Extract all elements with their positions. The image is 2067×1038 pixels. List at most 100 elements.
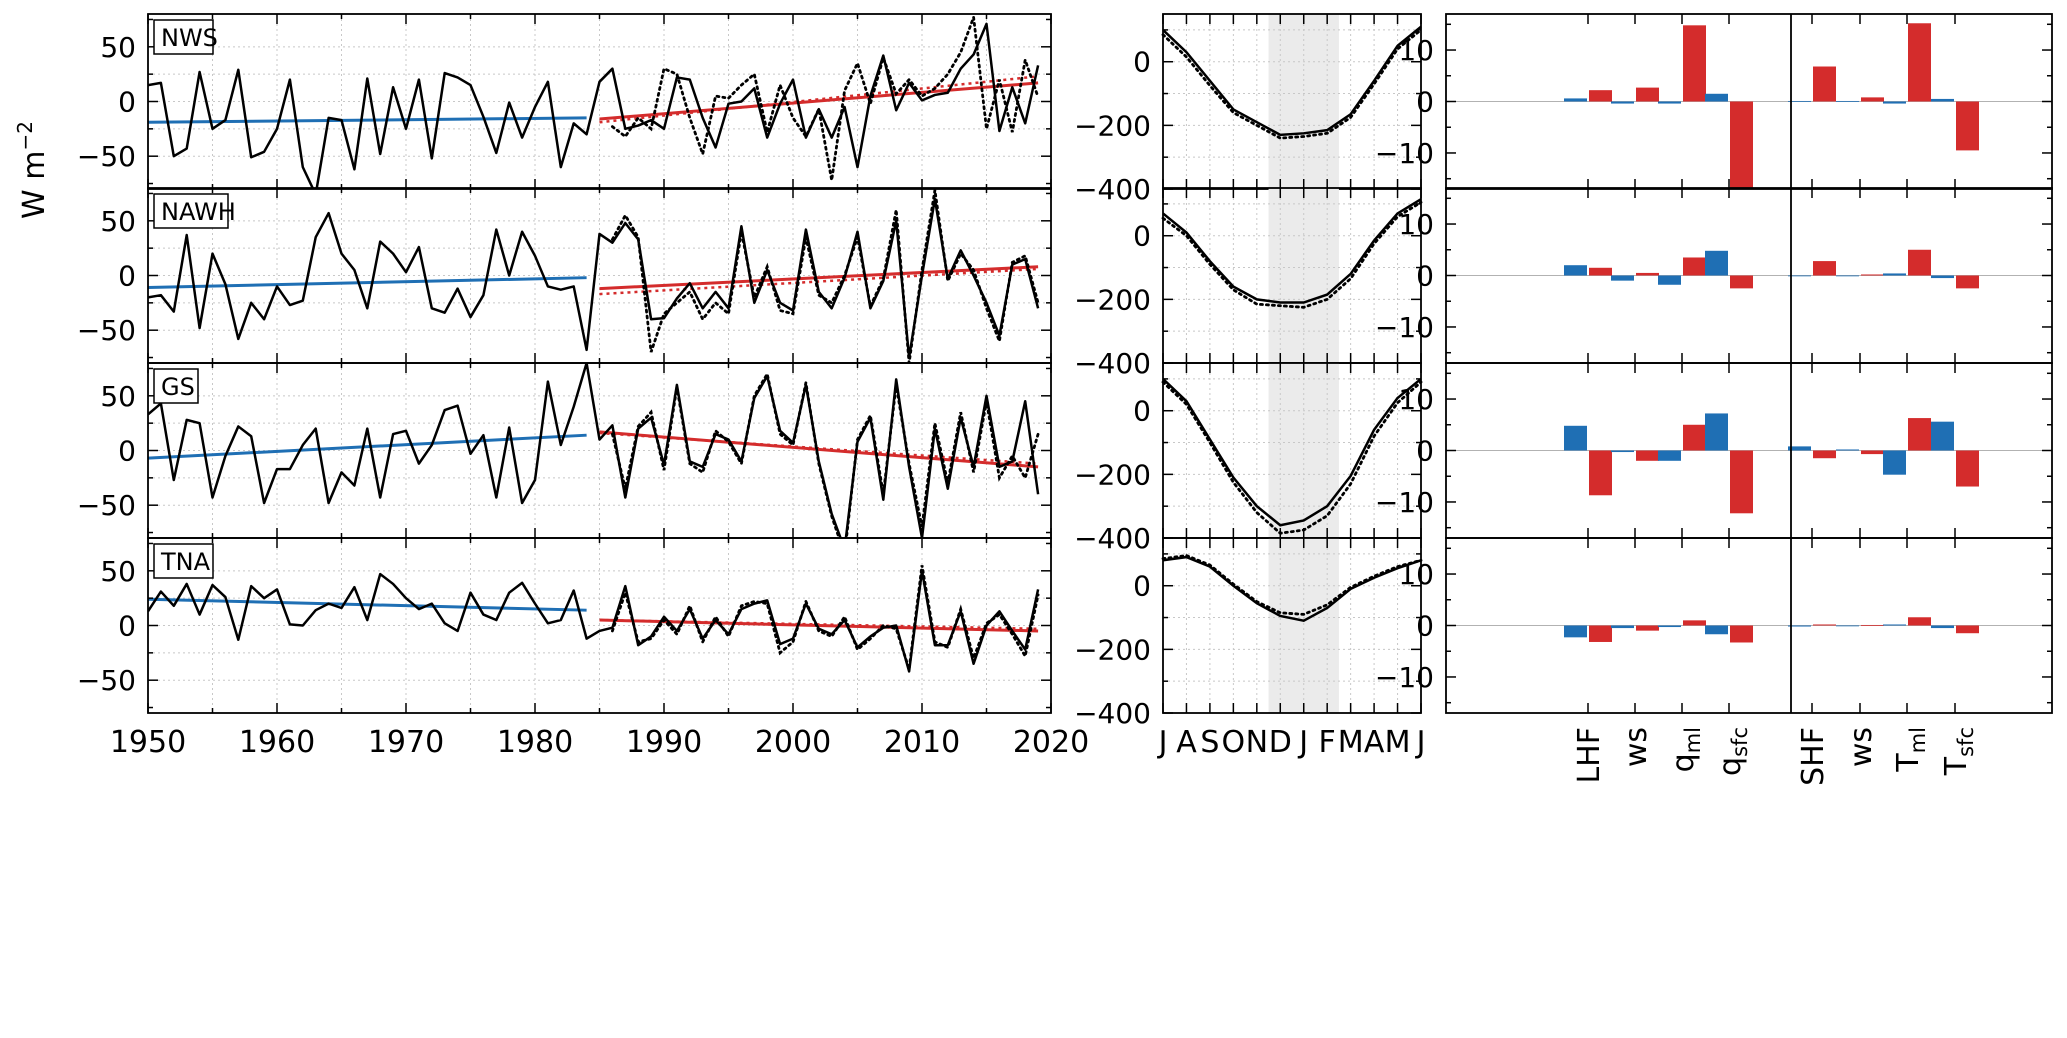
bar-red-q_ml (1683, 257, 1706, 276)
seasonal-row-2: −400 −200 0 (1074, 187, 1423, 380)
series-solid (148, 22, 1040, 189)
category-label-shf: SHF (1796, 727, 1831, 786)
bar-red-lhf (1589, 267, 1612, 276)
bar-red-shf (1813, 624, 1836, 626)
bar-row-3: −10 0 10 (1375, 362, 2053, 539)
category-label-lhf: LHF (1572, 727, 1607, 784)
x-tick-label: 1990 (626, 725, 702, 760)
category-label-subscript: sfc (1728, 727, 1752, 757)
y-tick-label: 50 (100, 380, 136, 413)
seasonal-solid (1162, 377, 1422, 527)
y-tick-label: −200 (1074, 109, 1151, 142)
bar-blue-lhf (1564, 625, 1587, 638)
trend-line-dotted-1985-2019 (599, 75, 1039, 124)
seasonal-dotted (1161, 200, 1423, 309)
seasonal-dotted (1161, 554, 1423, 616)
trend-line-dotted-1985-2019 (599, 267, 1039, 296)
month-tick-label: J (1297, 725, 1308, 760)
category-label-main: q (1666, 753, 1701, 772)
region-label-text: GS (161, 373, 195, 401)
trend-line-1985-2019 (599, 81, 1039, 121)
x-tick-label: 2010 (884, 725, 960, 760)
bar-blue-q_ml (1658, 101, 1681, 104)
category-label-main: T (1939, 756, 1974, 776)
bar-red-lhf (1589, 625, 1612, 642)
y-axis-label-text: W m (17, 151, 52, 219)
bar-blue-q_sfc (1705, 413, 1728, 451)
region-label-nws: NWS (153, 19, 218, 55)
y-tick-label: −10 (1375, 311, 1434, 344)
series-dotted (611, 16, 1040, 181)
y-tick-label: −400 (1074, 173, 1151, 206)
y-tick-label: 0 (118, 86, 136, 119)
seasonal-solid (1162, 555, 1422, 623)
region-label-text: NWS (161, 24, 218, 52)
bar-blue-q_sfc (1705, 250, 1728, 276)
bar-red-t_ml (1908, 418, 1931, 451)
y-tick-label: 10 (1398, 208, 1434, 241)
bar-red-ws (1636, 450, 1659, 461)
month-tick-label: F (1319, 725, 1336, 760)
bar-blue-ws (1836, 100, 1859, 102)
y-tick-label: 10 (1398, 34, 1434, 67)
bar-blue-q_ml (1658, 450, 1681, 461)
y-tick-label: −10 (1375, 137, 1434, 170)
y-tick-label: −10 (1375, 486, 1434, 519)
y-tick-label: −200 (1074, 458, 1151, 491)
month-tick-label: J (1157, 725, 1168, 760)
region-label-box (153, 193, 229, 229)
y-tick-label: −50 (77, 314, 136, 347)
category-label-q-sfc: qsfc (1713, 727, 1752, 776)
bar-red-q_sfc (1730, 450, 1753, 514)
bar-blue-lhf (1564, 265, 1587, 276)
y-tick-label: −50 (77, 140, 136, 173)
bar-red-q_sfc (1730, 625, 1753, 643)
y-tick-label: −50 (77, 489, 136, 522)
timeseries-row-nws: −50 0 50 NWS (77, 13, 1052, 190)
bar-blue-ws (1611, 275, 1634, 281)
bar-red-shf (1813, 261, 1836, 276)
bar-row-2: −10 0 10 (1375, 187, 2053, 364)
timeseries-row-tna: −50 0 50 TNA 1950 1960 1970 1980 1990 2000 2010 202… (77, 537, 1089, 760)
bar-blue-q_ml (1658, 625, 1681, 628)
month-tick-label: S (1200, 725, 1219, 760)
bar-blue-ws (1836, 625, 1859, 627)
bar-red-t_sfc (1956, 101, 1979, 151)
bar-blue-lhf (1564, 425, 1587, 451)
bar-blue-ws (1611, 450, 1634, 453)
trend-line-1985-2019 (599, 430, 1039, 469)
month-tick-label: N (1246, 725, 1268, 760)
category-label-main: ws (1619, 727, 1654, 767)
bar-blue-ws (1611, 101, 1634, 104)
bar-blue-ws (1836, 449, 1859, 451)
y-axis-label-exponent: −2 (13, 121, 37, 150)
x-tick-label: 2020 (1013, 725, 1089, 760)
region-label-text: NAWH (161, 198, 236, 226)
bar-row-1: −10 0 10 (1375, 13, 2053, 190)
bar-red-ws (1636, 272, 1659, 276)
y-tick-label: 0 (118, 610, 136, 643)
month-tick-label: A (1176, 725, 1197, 760)
region-label-tna: TNA (153, 543, 214, 579)
bar-red-ws (1861, 274, 1884, 276)
bar-red-shf (1813, 66, 1836, 102)
y-tick-label: 0 (118, 435, 136, 468)
series-solid (148, 363, 1040, 538)
bar-blue-q_ml (1658, 275, 1681, 285)
timeseries-row-gs: −50 0 50 GS (77, 362, 1052, 539)
bar-red-ws (1636, 625, 1659, 631)
bar-red-shf (1813, 450, 1836, 459)
bar-red-t_ml (1908, 617, 1931, 626)
category-label-subscript: sfc (1954, 727, 1978, 757)
bar-red-ws (1861, 624, 1884, 626)
region-label-box (153, 543, 214, 579)
bar-blue-shf (1788, 625, 1811, 627)
month-tick-label: M (1338, 725, 1364, 760)
bar-blue-shf (1788, 275, 1811, 277)
y-tick-label: 0 (1416, 260, 1434, 293)
region-label-box (153, 19, 214, 55)
